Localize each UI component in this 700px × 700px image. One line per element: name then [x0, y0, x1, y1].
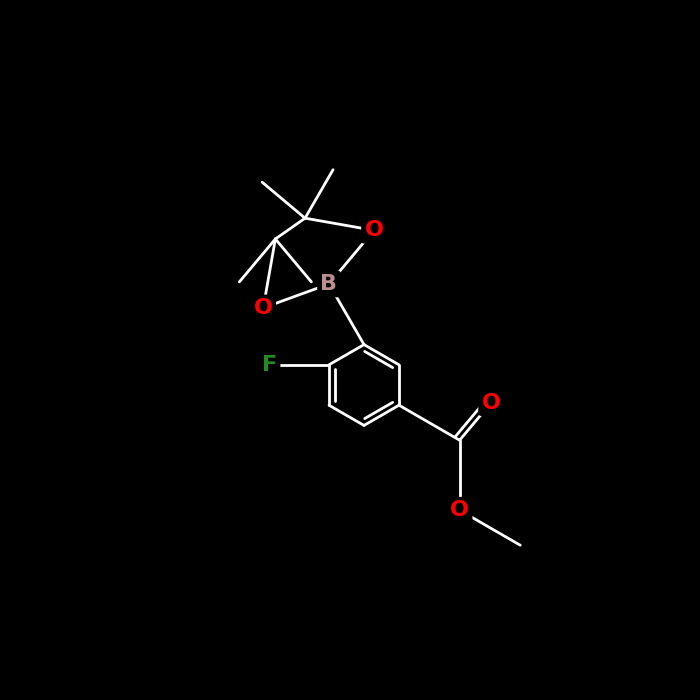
Text: B: B: [321, 274, 337, 294]
Text: F: F: [262, 355, 277, 374]
Text: O: O: [365, 220, 384, 240]
Text: O: O: [482, 393, 500, 413]
Text: O: O: [253, 298, 273, 318]
Text: O: O: [450, 500, 469, 520]
